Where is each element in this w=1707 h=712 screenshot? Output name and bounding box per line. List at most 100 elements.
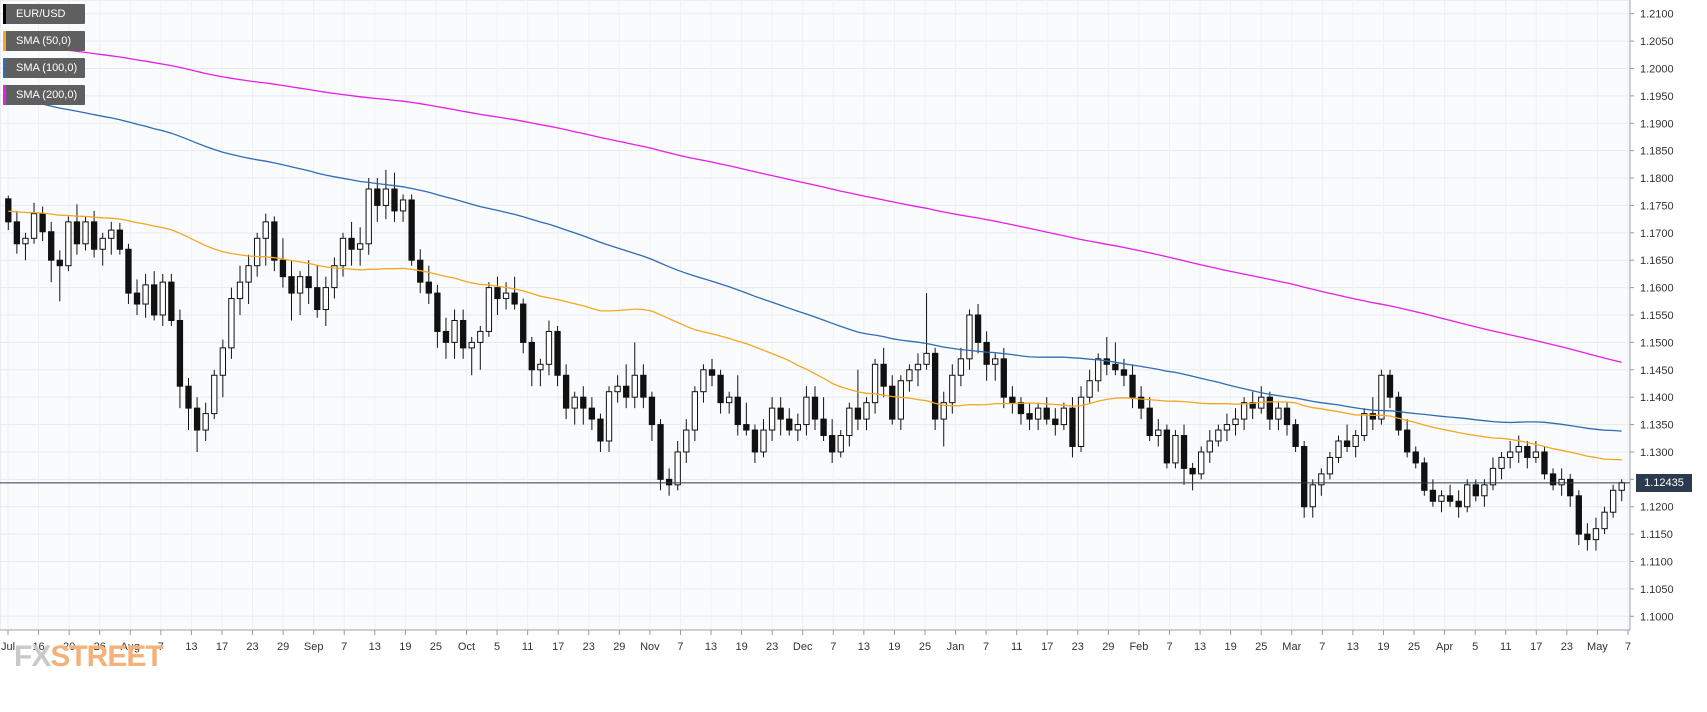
candle-body xyxy=(236,281,244,300)
candle-body xyxy=(168,281,175,321)
legend-label: SMA (100,0) xyxy=(16,62,78,74)
x-tick-label: 29 xyxy=(277,641,289,653)
candle-body xyxy=(1549,473,1557,486)
candle-body xyxy=(700,369,707,393)
candle-body xyxy=(511,292,518,305)
candle-body xyxy=(992,358,999,365)
candle-body xyxy=(1541,451,1548,475)
candle-body xyxy=(48,231,55,261)
x-tick-label: 13 xyxy=(1347,641,1359,653)
x-tick-label: Apr xyxy=(1436,641,1453,653)
candle-body xyxy=(923,352,930,365)
x-tick-label: 17 xyxy=(216,641,228,653)
candle-body xyxy=(623,385,630,398)
legend-label: SMA (50,0) xyxy=(16,35,72,47)
x-tick-label: 23 xyxy=(583,641,595,653)
candle-body xyxy=(726,396,733,404)
x-tick-label: May xyxy=(1587,641,1608,653)
legend-item-sma50[interactable]: SMA (50,0) xyxy=(3,31,86,51)
candle-body xyxy=(1309,484,1316,508)
y-tick-label: 1.1700 xyxy=(1640,228,1674,240)
x-tick-label: 11 xyxy=(1011,641,1022,653)
y-tick-label: 1.1600 xyxy=(1640,283,1674,295)
candle-body xyxy=(1609,489,1617,513)
y-tick-label: 1.2000 xyxy=(1640,63,1674,75)
candle-body xyxy=(1034,407,1042,420)
candle-body xyxy=(537,363,544,371)
candle-body xyxy=(1378,374,1385,420)
candle-body xyxy=(1403,429,1411,453)
y-tick-label: 1.1000 xyxy=(1640,611,1674,623)
candle-body xyxy=(966,314,973,360)
candle-body xyxy=(880,363,887,387)
candle-body xyxy=(73,221,81,245)
x-tick-label: 7 xyxy=(341,641,347,653)
candle-body xyxy=(279,259,287,278)
candle-body xyxy=(1146,407,1153,437)
candle-body xyxy=(906,369,913,382)
candle-body xyxy=(545,330,553,365)
candle-body xyxy=(1335,440,1342,458)
candle-body xyxy=(846,407,853,437)
candle-body xyxy=(13,221,21,245)
x-tick-label: Oct xyxy=(458,641,475,653)
candle-body xyxy=(1386,374,1394,398)
candle-body xyxy=(871,363,879,404)
candle-body xyxy=(245,265,252,283)
x-tick-label: 7 xyxy=(983,641,989,653)
candle-body xyxy=(56,259,63,267)
legend-label: EUR/USD xyxy=(16,8,66,20)
candle-body xyxy=(1198,451,1205,475)
x-tick-label: 26 xyxy=(94,641,106,653)
candle-body xyxy=(957,358,965,376)
legend-label: SMA (200,0) xyxy=(16,89,78,101)
legend-item-sma200[interactable]: SMA (200,0) xyxy=(3,85,86,105)
x-tick-label: 17 xyxy=(552,641,564,653)
candle-body xyxy=(82,221,89,245)
candle-body xyxy=(399,199,407,212)
candle-body xyxy=(1532,451,1540,458)
x-tick-label: 13 xyxy=(185,641,197,653)
legend-item-sma100[interactable]: SMA (100,0) xyxy=(3,58,86,78)
candle-body xyxy=(837,435,844,453)
x-tick-label: 5 xyxy=(1472,641,1478,653)
x-tick-label: 19 xyxy=(1225,641,1237,653)
y-tick-label: 1.1650 xyxy=(1640,255,1674,267)
candle-body xyxy=(820,418,827,437)
candle-body xyxy=(1618,482,1625,491)
legend-item-eurusd[interactable]: EUR/USD xyxy=(3,4,86,24)
candle-body xyxy=(631,374,638,398)
y-tick-label: 1.1900 xyxy=(1640,118,1674,130)
legend-swatch-icon xyxy=(3,4,6,24)
candle-body xyxy=(1086,380,1093,398)
candle-body xyxy=(1129,374,1136,398)
x-tick-label: 29 xyxy=(613,641,625,653)
candle-body xyxy=(1567,478,1574,497)
candle-body xyxy=(502,292,510,300)
candle-body xyxy=(949,374,956,404)
x-tick-label: 19 xyxy=(888,641,900,653)
candle-body xyxy=(1009,396,1016,404)
x-tick-label: Nov xyxy=(640,641,660,653)
legend-swatch-icon xyxy=(3,58,6,78)
x-tick-label: 20 xyxy=(63,641,75,653)
candle-body xyxy=(1112,363,1119,371)
candle-body xyxy=(1077,396,1085,447)
candle-body xyxy=(1412,451,1419,464)
candle-body xyxy=(931,352,939,420)
x-tick-label: Jan xyxy=(947,641,965,653)
candle-body xyxy=(485,287,493,332)
candle-body xyxy=(734,396,741,426)
x-tick-label: 13 xyxy=(1194,641,1206,653)
x-tick-label: 7 xyxy=(1319,641,1325,653)
candle-body xyxy=(288,276,295,294)
candle-body xyxy=(1240,402,1248,420)
y-tick-label: 1.1350 xyxy=(1640,420,1674,432)
y-tick-label: 1.1050 xyxy=(1640,584,1674,596)
candle-body xyxy=(983,341,990,365)
candle-body xyxy=(1601,511,1608,530)
y-tick-label: 1.1550 xyxy=(1640,310,1674,322)
candle-body xyxy=(829,435,836,453)
candle-body xyxy=(683,429,690,453)
